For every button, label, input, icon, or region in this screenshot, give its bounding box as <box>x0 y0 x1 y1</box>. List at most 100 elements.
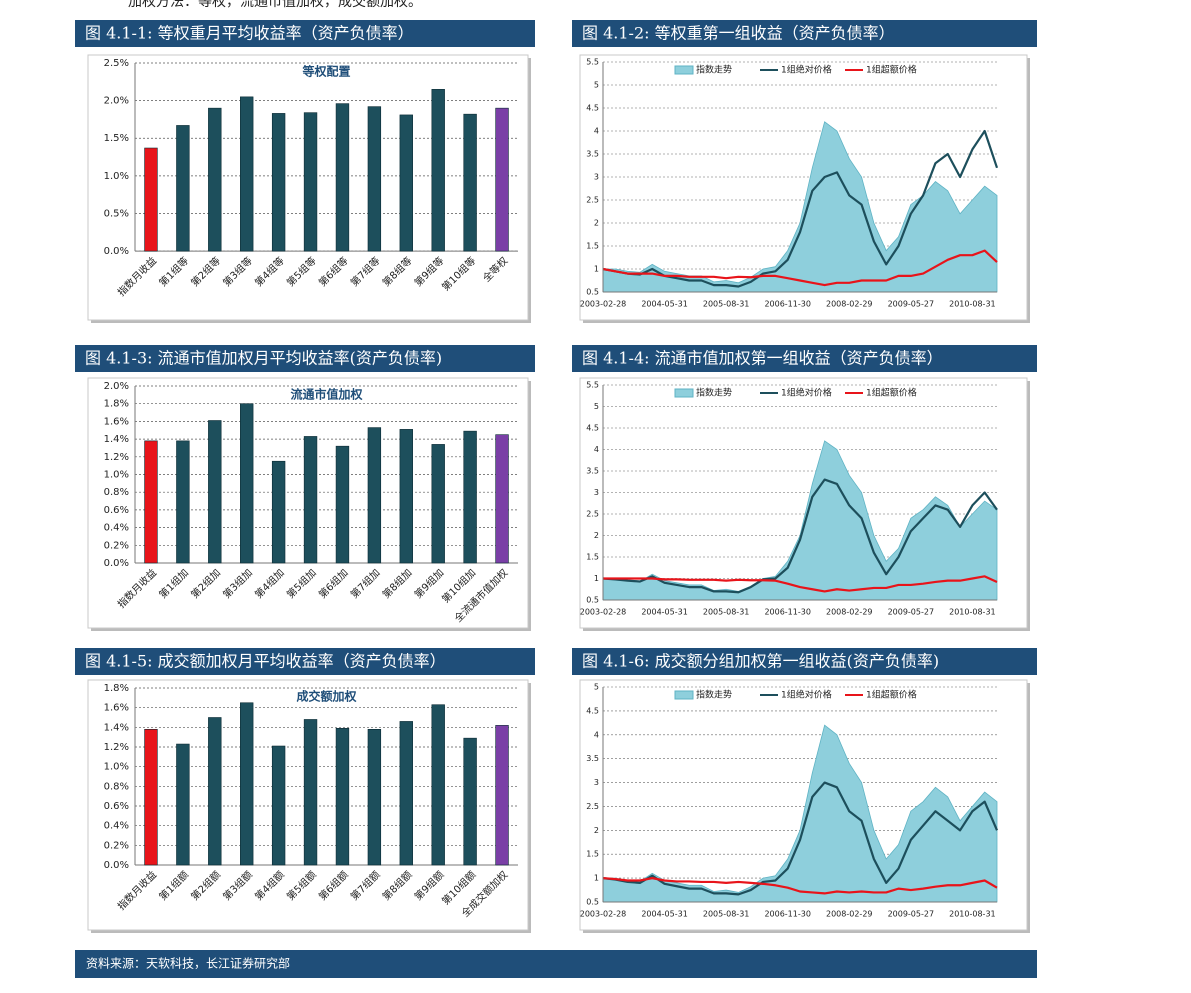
y-tick-label: 1 <box>594 265 599 274</box>
y-tick-label: 0.2% <box>104 840 129 851</box>
chart-panel <box>87 54 529 321</box>
bar <box>303 112 318 252</box>
legend-swatch <box>674 690 694 700</box>
x-tick-label: 2004-05-31 <box>641 608 688 617</box>
legend-label: 1组绝对价格 <box>781 689 832 701</box>
line <box>602 877 998 895</box>
legend-label: 1组超额价格 <box>866 64 917 76</box>
bar <box>335 445 350 564</box>
legend-swatch <box>674 388 694 398</box>
y-tick-label: 1.8% <box>104 399 129 410</box>
bar <box>144 728 158 866</box>
x-tick-label: 2009-05-27 <box>888 910 935 919</box>
y-tick-label: 2.5 <box>586 802 599 811</box>
x-tick-label: 2003-02-28 <box>580 608 627 617</box>
y-tick-label: 1.5 <box>586 553 599 562</box>
chart-subtitle: 成交额加权 <box>296 689 357 704</box>
figure-title: 图 4.1-5: 成交额加权月平均收益率（资产负债率） <box>85 652 446 671</box>
y-tick-label: 0.0% <box>104 246 129 257</box>
y-tick-label: 4 <box>594 127 599 136</box>
y-tick-label: 2 <box>594 531 599 540</box>
y-tick-label: 1.5 <box>586 242 599 251</box>
y-tick-label: 1.2% <box>104 452 129 463</box>
x-tick-label: 2006-11-30 <box>764 910 811 919</box>
bar <box>495 725 509 866</box>
y-tick-label: 0.6% <box>104 801 129 812</box>
y-tick-label: 1.5 <box>586 850 599 859</box>
bar <box>431 89 445 252</box>
y-tick-label: 0.5 <box>586 596 599 605</box>
legend-label: 指数走势 <box>696 387 732 399</box>
x-tick-label: 2003-02-28 <box>580 300 627 309</box>
bar <box>431 444 445 564</box>
chart-subtitle: 流通市值加权 <box>290 387 363 402</box>
x-tick-label: 2008-02-29 <box>826 608 873 617</box>
y-tick-label: 0.4% <box>104 821 129 832</box>
x-tick-label: 2006-11-30 <box>764 300 811 309</box>
y-tick-label: 2 <box>594 219 599 228</box>
figure-header <box>75 648 535 675</box>
y-tick-label: 1.6% <box>104 703 129 714</box>
y-tick-label: 0.8% <box>104 781 129 792</box>
y-tick-label: 5.5 <box>586 381 599 390</box>
x-tick-label: 2009-05-27 <box>888 608 935 617</box>
source-bar <box>75 950 1037 978</box>
bar <box>271 460 286 564</box>
bar <box>240 702 254 866</box>
y-tick-label: 1.5% <box>104 133 129 144</box>
figure-title: 图 4.1-2: 等权重第一组收益（资产负债率） <box>582 24 895 43</box>
bar <box>463 430 477 564</box>
figure-header <box>572 345 1037 372</box>
x-tick-label: 2006-11-30 <box>764 608 811 617</box>
legend-label: 1组超额价格 <box>866 387 917 399</box>
y-tick-label: 5 <box>594 81 599 90</box>
figure-header <box>75 345 535 372</box>
y-tick-label: 2.5 <box>586 510 599 519</box>
y-tick-label: 0.4% <box>104 523 129 534</box>
bar <box>144 147 158 252</box>
bar <box>335 728 350 866</box>
bar <box>144 440 158 564</box>
bar <box>399 114 413 252</box>
y-tick-label: 1.0% <box>104 762 129 773</box>
bar <box>240 403 254 564</box>
y-tick-label: 4.5 <box>586 706 599 715</box>
bar <box>399 429 413 564</box>
y-tick-label: 0.6% <box>104 505 129 516</box>
y-tick-label: 2.5 <box>586 196 599 205</box>
y-tick-label: 0.0% <box>104 558 129 569</box>
bar <box>431 704 445 866</box>
figure-title: 图 4.1-4: 流通市值加权第一组收益（资产负债率） <box>582 349 943 368</box>
x-tick-label: 2005-08-31 <box>703 608 750 617</box>
bar <box>303 436 318 564</box>
area <box>602 121 998 293</box>
bar <box>303 719 318 866</box>
figure-title: 图 4.1-6: 成交额分组加权第一组收益(资产负债率) <box>582 652 939 671</box>
figure-title: 图 4.1-3: 流通市值加权月平均收益率(资产负债率) <box>85 349 442 368</box>
bar <box>335 103 350 252</box>
x-tick-label: 2005-08-31 <box>703 300 750 309</box>
y-tick-label: 0.2% <box>104 540 129 551</box>
y-tick-label: 2.5% <box>104 58 129 69</box>
y-tick-label: 4.5 <box>586 424 599 433</box>
x-tick-label: 2004-05-31 <box>641 910 688 919</box>
y-tick-label: 3 <box>594 488 599 497</box>
y-tick-label: 1.8% <box>104 683 129 694</box>
x-tick-label: 2009-05-27 <box>888 300 935 309</box>
x-tick-label: 2003-02-28 <box>580 910 627 919</box>
figure-header <box>75 20 535 47</box>
y-tick-label: 2 <box>594 826 599 835</box>
y-tick-label: 5 <box>594 402 599 411</box>
x-tick-label: 2010-08-31 <box>949 300 996 309</box>
y-tick-label: 4.5 <box>586 104 599 113</box>
y-tick-label: 2.0% <box>104 381 129 392</box>
y-tick-label: 0.8% <box>104 487 129 498</box>
x-tick-label: 2008-02-29 <box>826 300 873 309</box>
y-tick-label: 1.4% <box>104 722 129 733</box>
y-tick-label: 1 <box>594 574 599 583</box>
figure-header <box>572 648 1037 675</box>
y-tick-label: 0.5% <box>104 208 129 219</box>
y-tick-label: 4 <box>594 730 599 739</box>
y-tick-label: 1.2% <box>104 742 129 753</box>
